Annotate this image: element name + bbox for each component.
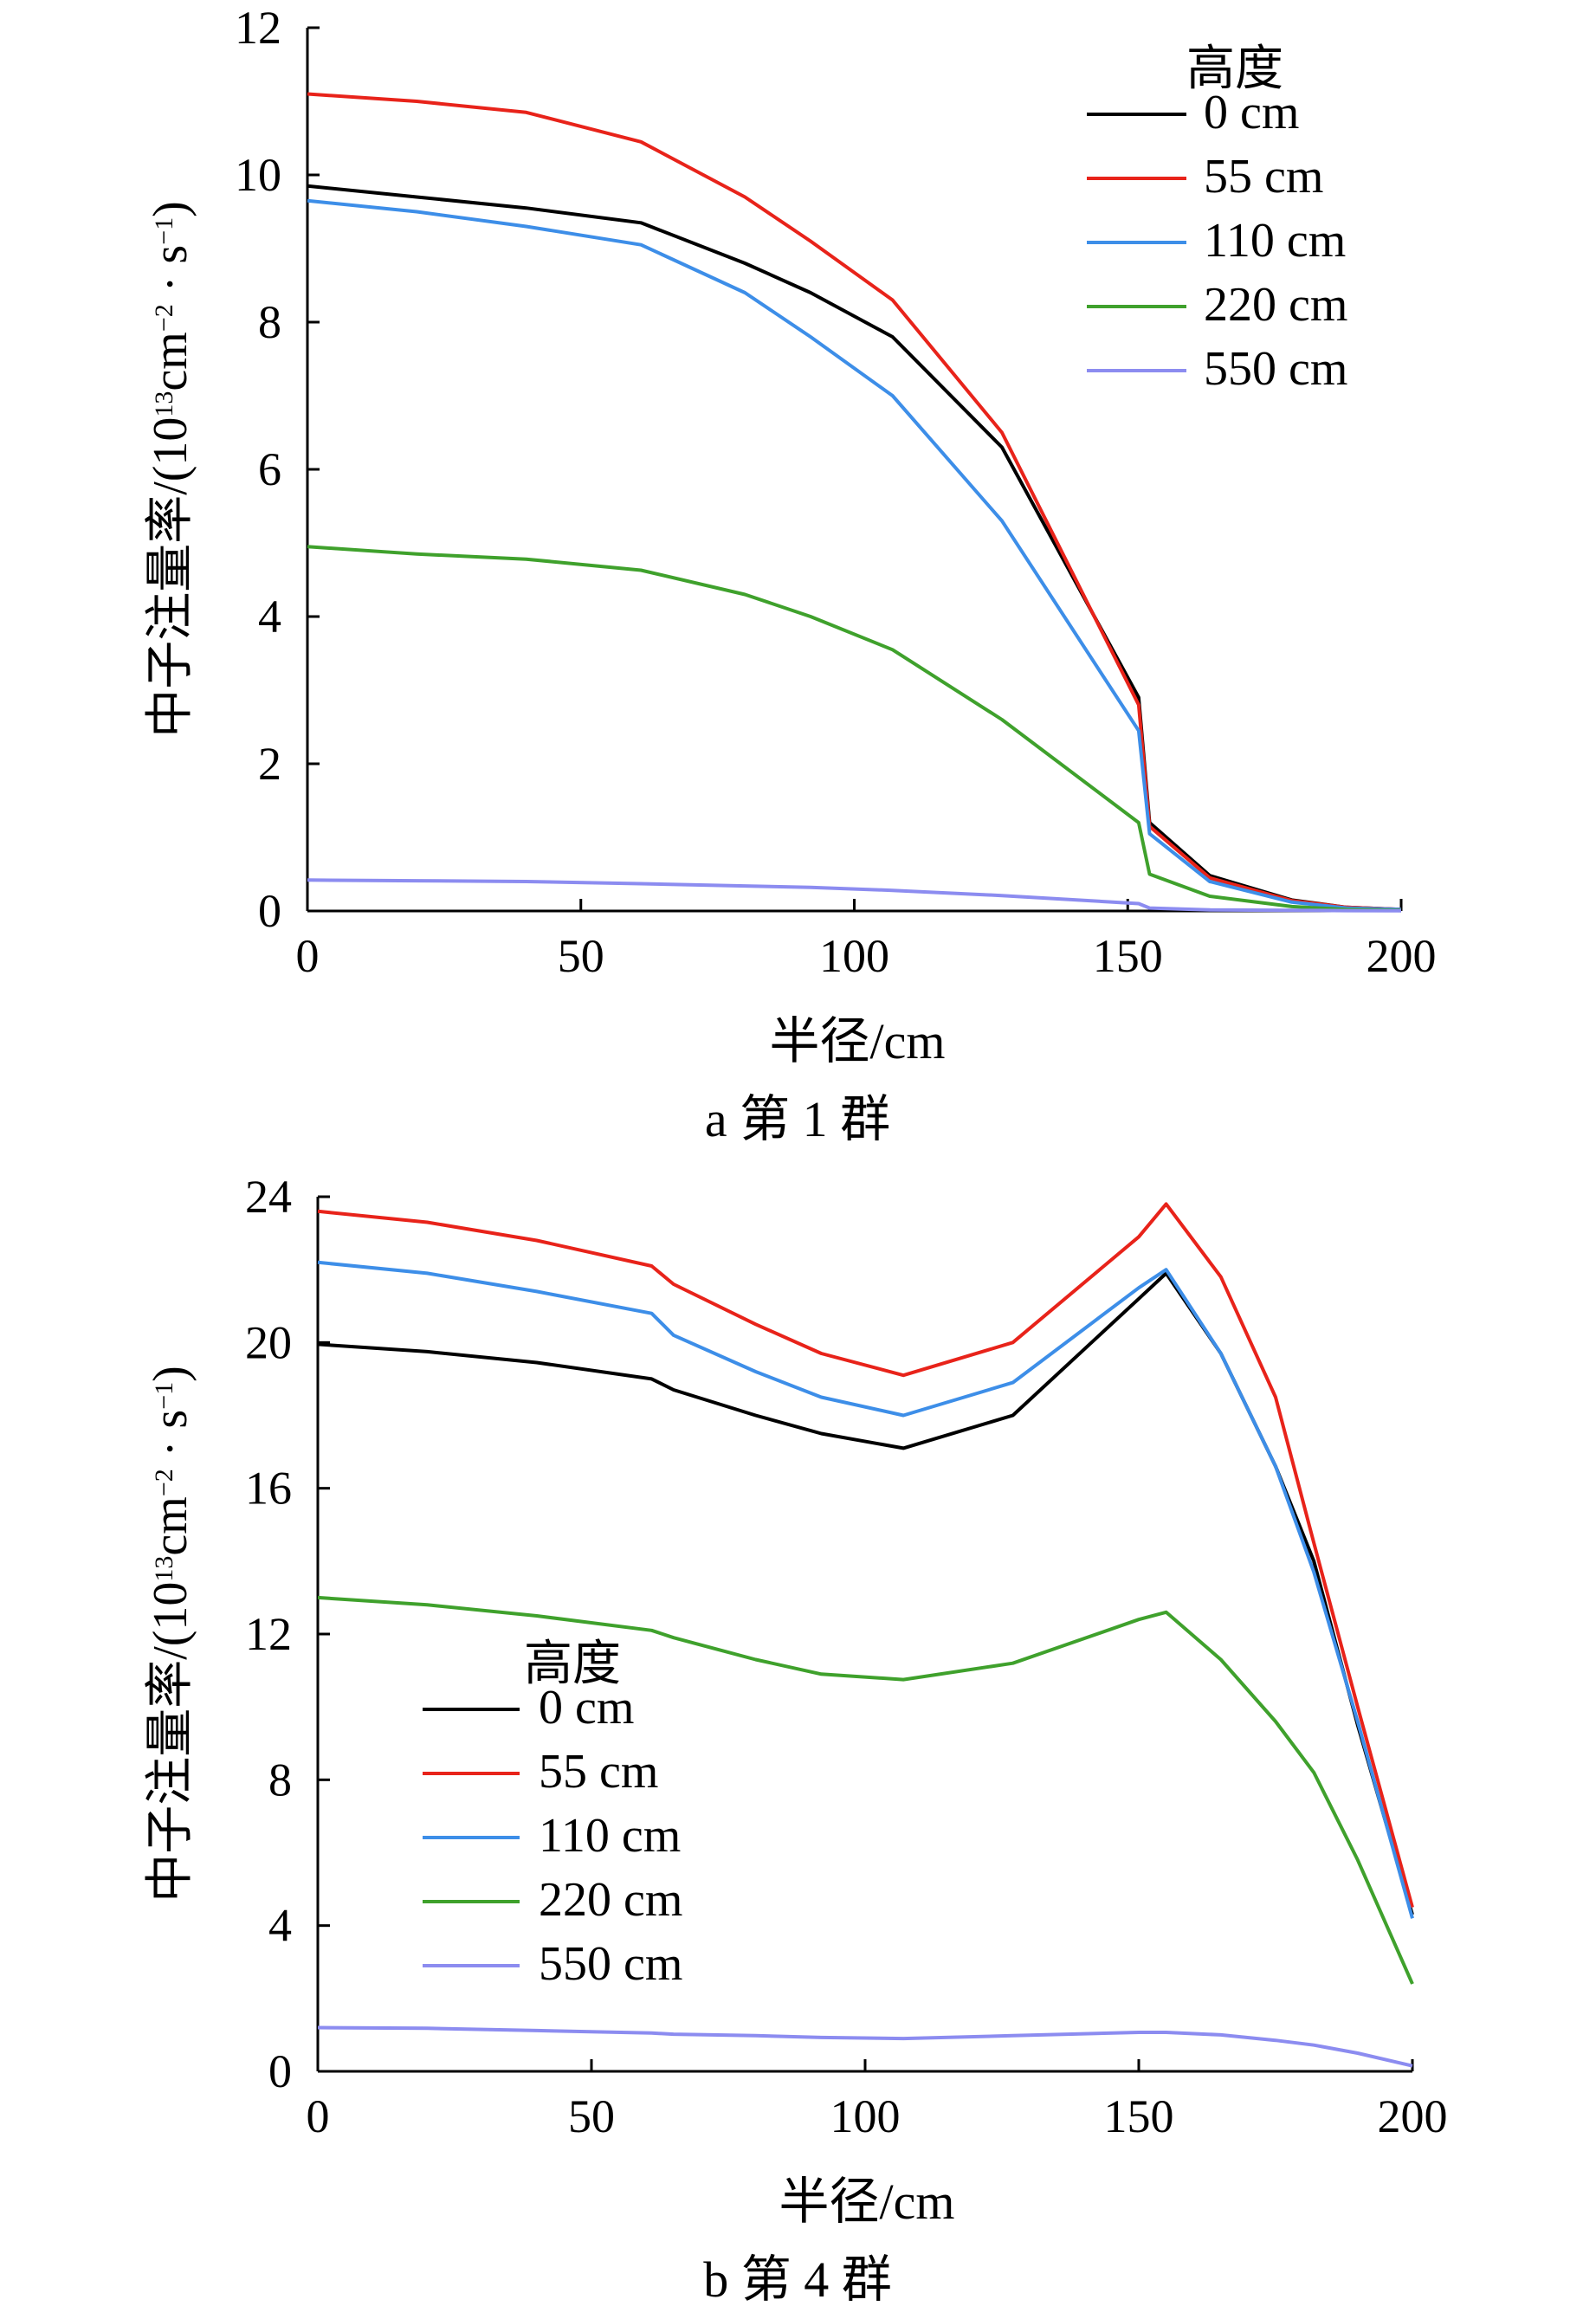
series-line-220-cm <box>307 545 1402 913</box>
series-line-55-cm <box>317 1202 1414 1909</box>
y-label-part: −1 <box>150 217 178 245</box>
y-tick-label: 0 <box>258 885 281 937</box>
y-label-part: 中子注量率/(10 <box>144 1582 197 1902</box>
y-label-part: · s <box>144 1410 197 1469</box>
y-tick-label: 12 <box>235 2 281 54</box>
series-line-550-cm <box>317 2025 1413 2068</box>
legend-entry: 110 cm <box>1204 214 1346 268</box>
series-line-550-cm <box>307 878 1402 913</box>
x-tick-label: 0 <box>296 930 320 982</box>
y-tick-label: 24 <box>245 1171 292 1223</box>
y-tick-label: 10 <box>235 149 281 201</box>
legend-entry: 110 cm <box>539 1809 681 1863</box>
y-label-part: · s <box>144 245 197 304</box>
y-tick-label: 0 <box>268 2045 292 2097</box>
legend-entry: 550 cm <box>539 1937 682 1991</box>
series-line-110-cm <box>317 1260 1414 1919</box>
chart-caption: b 第 4 群 <box>703 2251 892 2308</box>
chart-caption: a 第 1 群 <box>705 1091 890 1147</box>
legend-entry: 220 cm <box>539 1873 682 1927</box>
y-label-part: −1 <box>150 1382 178 1410</box>
chart-b: 0 50 100 150 200 0 4 8 12 16 20 24 高度0 cm 55 cm 110 cm… <box>144 1171 1448 2308</box>
legend-entry: 0 cm <box>1204 86 1299 139</box>
series-line-220-cm <box>317 1595 1414 1985</box>
x-tick-label: 150 <box>1093 930 1163 982</box>
y-label-part: −2 <box>150 1469 178 1496</box>
x-tick-label: 200 <box>1378 2090 1448 2142</box>
y-tick-label: 4 <box>258 591 281 643</box>
y-axis-label: 中子注量率/(1013cm−2 · s−1) <box>144 201 197 738</box>
y-tick-label: 8 <box>258 296 281 348</box>
y-label-part: 13 <box>150 1556 178 1582</box>
y-label-part: 中子注量率/(10 <box>144 417 197 738</box>
x-tick-label: 150 <box>1104 2090 1174 2142</box>
series-line-110-cm <box>307 198 1402 912</box>
legend-entry: 55 cm <box>539 1745 658 1799</box>
y-label-part: cm <box>144 332 197 391</box>
y-tick-label: 2 <box>258 738 281 790</box>
y-tick-label: 16 <box>245 1463 292 1515</box>
y-label-part: cm <box>144 1496 197 1555</box>
y-tick-label: 12 <box>245 1608 292 1660</box>
series-line-55-cm <box>307 92 1402 912</box>
y-label-part: ) <box>144 1366 197 1382</box>
legend-title: 高度 <box>524 1638 621 1691</box>
y-label-part: ) <box>144 201 197 217</box>
x-tick-label: 50 <box>568 2090 615 2142</box>
legend-entry: 55 cm <box>1204 150 1323 203</box>
x-tick-label: 100 <box>830 2090 901 2142</box>
chart-a: 0 50 100 150 200 0 2 4 6 8 10 12 高度0 cm 55 cm 110 cm 22… <box>144 2 1437 1147</box>
y-axis-label: 中子注量率/(1013cm−2 · s−1) <box>144 1366 197 1902</box>
x-axis-label: 半径/cm <box>770 1013 946 1069</box>
legend-title: 高度 <box>1186 42 1283 96</box>
y-tick-label: 4 <box>268 1900 292 1952</box>
x-tick-label: 100 <box>819 930 889 982</box>
x-tick-label: 200 <box>1367 930 1437 982</box>
legend: 高度0 cm 55 cm 110 cm 220 cm 550 cm <box>423 1638 682 1991</box>
legend-entry: 0 cm <box>539 1681 634 1734</box>
legend-entry: 220 cm <box>1204 278 1347 332</box>
x-tick-label: 50 <box>558 930 604 982</box>
legend-entry: 550 cm <box>1204 342 1347 396</box>
x-axis-label: 半径/cm <box>779 2174 955 2230</box>
y-tick-label: 20 <box>245 1316 292 1368</box>
y-tick-label: 6 <box>258 443 281 495</box>
y-label-part: −2 <box>150 304 178 332</box>
x-tick-label: 0 <box>307 2090 330 2142</box>
series-line-0-cm <box>317 1271 1414 1915</box>
y-label-part: 13 <box>150 391 178 417</box>
legend: 高度0 cm 55 cm 110 cm 220 cm 550 cm <box>1087 42 1347 396</box>
y-tick-label: 8 <box>268 1754 292 1805</box>
